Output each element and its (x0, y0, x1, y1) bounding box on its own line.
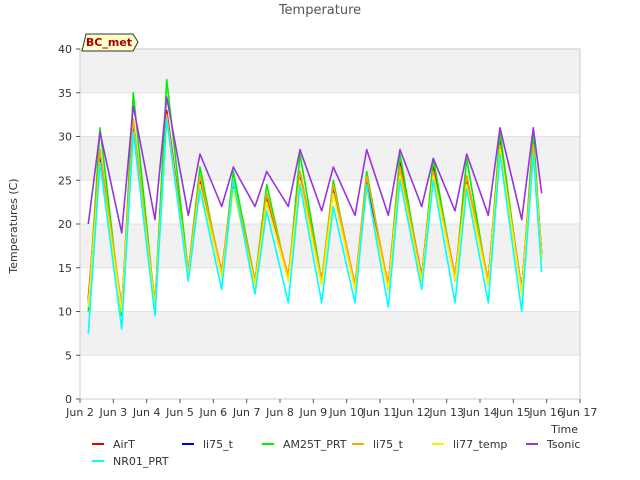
station-badge-shape (81, 33, 139, 52)
x-tick-label: Jun 17 (562, 406, 598, 419)
x-tick-label: Jun 15 (495, 406, 531, 419)
y-tick-label: 40 (58, 43, 72, 56)
station-badge: BC_met (81, 33, 139, 52)
x-tick-label: Jun 6 (198, 406, 227, 419)
x-tick-label: Jun 10 (328, 406, 364, 419)
legend-label: AM25T_PRT (283, 438, 347, 451)
x-tick-label: Jun 12 (395, 406, 431, 419)
legend-item: NR01_PRT (92, 455, 169, 468)
legend-label: li77_temp (453, 438, 507, 451)
x-tick-label: Jun 7 (232, 406, 261, 419)
background-band (80, 311, 580, 356)
x-tick-label: Jun 4 (132, 406, 161, 419)
x-tick-label: Jun 8 (265, 406, 294, 419)
x-tick-label: Jun 9 (298, 406, 327, 419)
legend-item: AirT (92, 438, 135, 451)
y-tick-label: 0 (65, 393, 72, 406)
legend-item: li75_t (182, 438, 234, 451)
x-axis-ticks: Jun 2 Jun 3 Jun 4 Jun 5 Jun 6 Jun 7 Jun 8 Jun 9… (65, 399, 597, 419)
y-tick-label: 5 (65, 349, 72, 362)
x-tick-label: Jun 2 (65, 406, 94, 419)
x-tick-label: Jun 16 (528, 406, 564, 419)
legend-label: li75_t (203, 438, 234, 451)
y-axis-ticks: 0 5 10 15 20 25 30 35 40 (58, 43, 80, 406)
legend-item: li77_temp (432, 438, 507, 451)
series-layer (87, 78, 543, 334)
y-tick-label: 25 (58, 174, 72, 187)
x-tick-label: Jun 14 (462, 406, 498, 419)
y-tick-label: 35 (58, 87, 72, 100)
y-axis-label: Temperatures (C) (7, 178, 20, 274)
x-axis-label: Time (550, 423, 578, 436)
x-tick-label: Jun 13 (428, 406, 464, 419)
y-tick-label: 20 (58, 218, 72, 231)
series-line-6 (87, 96, 543, 234)
y-tick-label: 30 (58, 131, 72, 144)
legend-item: li75_t (352, 438, 404, 451)
series-line-7 (87, 118, 543, 334)
legend-item: Tsonic (526, 438, 580, 451)
x-tick-label: Jun 3 (98, 406, 127, 419)
legend-label: Tsonic (546, 438, 580, 451)
y-tick-label: 15 (58, 262, 72, 275)
legend-label: AirT (113, 438, 135, 451)
y-tick-label: 10 (58, 306, 72, 319)
x-tick-label: Jun 5 (165, 406, 194, 419)
station-badge-label: BC_met (86, 36, 132, 49)
background-band (80, 49, 580, 93)
legend: AirT li75_t AM25T_PRT li75_t li77_temp Tsonic… (92, 438, 580, 468)
x-tick-label: Jun 11 (362, 406, 398, 419)
legend-label: NR01_PRT (113, 455, 169, 468)
legend-label: li75_t (373, 438, 404, 451)
chart-title: Temperature (278, 3, 361, 18)
legend-item: AM25T_PRT (262, 438, 347, 451)
